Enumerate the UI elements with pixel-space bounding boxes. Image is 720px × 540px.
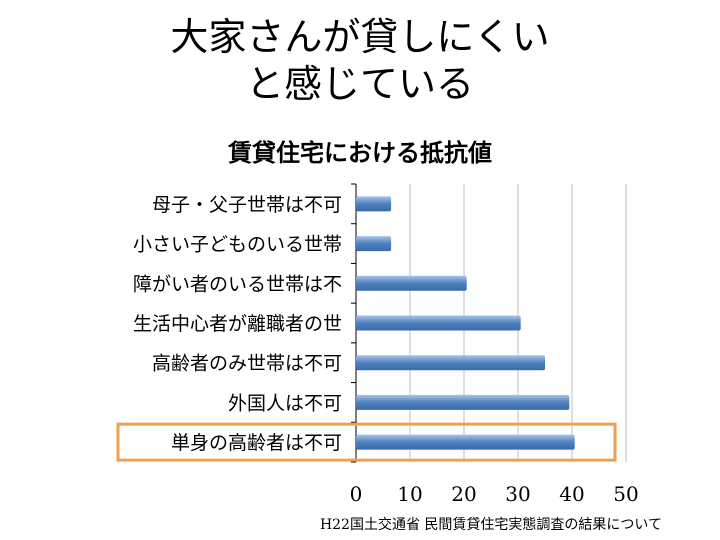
category-label-2: 障がい者のいる世帯は不 xyxy=(133,273,342,295)
bar-3 xyxy=(356,315,521,331)
x-tick-label-0: 0 xyxy=(350,482,363,506)
x-tick-label-20: 20 xyxy=(451,482,476,506)
slide-title-line-2: と感じている xyxy=(245,62,474,106)
bar-4 xyxy=(356,355,545,371)
bar-5 xyxy=(356,394,570,410)
x-tick-label-30: 30 xyxy=(505,482,530,506)
category-label-0: 母子・父子世帯は不可 xyxy=(152,194,342,216)
category-label-3: 生活中心者が離職者の世 xyxy=(133,313,342,335)
category-label-5: 外国人は不可 xyxy=(228,392,342,414)
category-label-6: 単身の高齢者は不可 xyxy=(171,432,342,454)
bar-0 xyxy=(356,196,392,212)
chart-title: 賃貸住宅における抵抗値 xyxy=(228,139,492,167)
x-tick-label-40: 40 xyxy=(559,482,584,506)
slide-title: 大家さんが貸しにくい と感じている xyxy=(0,14,720,108)
slide-title-line-1: 大家さんが貸しにくい xyxy=(170,15,550,59)
x-tick-label-10: 10 xyxy=(397,482,422,506)
bar-1 xyxy=(356,236,392,252)
category-label-4: 高齢者のみ世帯は不可 xyxy=(152,353,342,375)
x-tick-label-50: 50 xyxy=(613,482,638,506)
source-note: H22国土交通省 民間賃貸住宅実態調査の結果について xyxy=(319,517,662,533)
bar-6 xyxy=(356,434,575,450)
category-label-1: 小さい子どものいる世帯 xyxy=(133,234,342,256)
bar-2 xyxy=(356,275,467,291)
highlight-box xyxy=(116,422,617,462)
